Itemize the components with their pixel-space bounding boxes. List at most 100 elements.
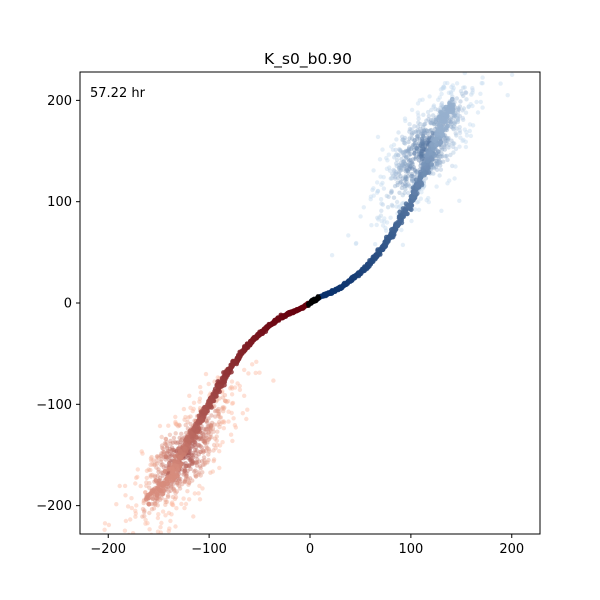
blue-point xyxy=(422,121,428,127)
red-point xyxy=(183,422,188,428)
blue-point xyxy=(404,154,409,160)
red-point xyxy=(122,483,128,489)
red-point xyxy=(166,528,171,534)
red-point xyxy=(158,459,163,464)
red-point xyxy=(201,439,206,444)
red-point xyxy=(163,497,168,503)
red-point xyxy=(158,453,163,458)
blue-point xyxy=(460,138,465,143)
red-point xyxy=(187,462,192,468)
blue-point xyxy=(407,136,412,141)
red-point xyxy=(212,436,218,441)
blue-point xyxy=(420,142,426,147)
red-point xyxy=(205,420,210,425)
blue-point xyxy=(407,164,413,169)
blue-point xyxy=(400,137,405,143)
blue-point xyxy=(461,106,467,111)
blue-point xyxy=(464,97,469,102)
red-point xyxy=(178,479,183,484)
red-point xyxy=(200,470,205,475)
red-point xyxy=(175,467,181,472)
red-point xyxy=(216,406,221,412)
blue-point xyxy=(396,153,401,158)
red-point xyxy=(181,472,186,477)
red-point xyxy=(159,443,165,448)
red-point xyxy=(198,449,203,454)
blue-point xyxy=(450,141,456,146)
blue-point xyxy=(409,127,414,132)
red-point xyxy=(174,440,179,446)
red-point xyxy=(159,520,164,526)
blue-point xyxy=(438,163,443,168)
blue-point xyxy=(427,128,432,133)
blue-point xyxy=(406,170,411,175)
blue-point xyxy=(447,100,452,106)
red-point xyxy=(190,444,195,449)
red-point xyxy=(177,483,182,489)
blue-point xyxy=(373,242,378,247)
blue-point xyxy=(375,215,380,220)
blue-point xyxy=(419,148,425,154)
blue-point xyxy=(442,144,447,149)
red-point xyxy=(152,462,157,468)
blue-point xyxy=(430,113,436,118)
red-point xyxy=(182,466,187,471)
red-point xyxy=(211,457,217,462)
red-point xyxy=(161,488,167,494)
blue-point xyxy=(404,211,409,217)
blue-point xyxy=(397,165,402,170)
blue-point xyxy=(457,198,462,203)
blue-point xyxy=(419,148,424,154)
red-point xyxy=(125,504,131,509)
blue-point xyxy=(433,117,438,123)
red-point xyxy=(190,461,195,466)
red-point xyxy=(140,451,145,456)
red-point xyxy=(222,405,227,410)
red-point xyxy=(220,395,225,400)
red-point xyxy=(177,435,182,441)
y-tick-label: −200 xyxy=(36,499,72,514)
blue-point xyxy=(447,142,452,147)
blue-point xyxy=(428,121,433,126)
red-point xyxy=(190,450,195,456)
blue-point xyxy=(439,132,445,137)
red-point xyxy=(156,455,161,460)
red-point xyxy=(229,410,234,416)
blue-point xyxy=(404,162,409,167)
red-point xyxy=(207,449,212,454)
red-point xyxy=(186,452,192,458)
blue-point xyxy=(400,159,406,164)
blue-point xyxy=(458,99,463,104)
red-point xyxy=(194,460,199,465)
blue-point xyxy=(379,201,384,206)
blue-point xyxy=(413,169,418,174)
blue-point xyxy=(422,142,428,148)
blue-point xyxy=(448,120,453,125)
blue-point xyxy=(394,161,399,166)
red-point xyxy=(149,458,154,463)
blue-point xyxy=(390,203,395,209)
red-point xyxy=(186,415,191,420)
blue-point xyxy=(400,242,406,248)
red-point xyxy=(179,482,185,487)
blue-point xyxy=(434,167,440,172)
red-point xyxy=(168,488,173,493)
blue-point xyxy=(416,207,422,212)
blue-point xyxy=(416,151,422,157)
blue-point xyxy=(409,173,414,179)
blue-point xyxy=(382,216,387,221)
red-point xyxy=(114,502,119,507)
blue-point xyxy=(409,173,414,179)
blue-point xyxy=(457,104,463,109)
blue-point xyxy=(402,161,408,166)
red-point xyxy=(215,375,220,380)
red-point xyxy=(152,461,157,467)
red-point xyxy=(167,446,173,452)
blue-point xyxy=(444,141,449,146)
blue-point xyxy=(376,217,381,222)
red-point xyxy=(159,470,164,475)
blue-point xyxy=(441,84,446,90)
blue-point xyxy=(420,156,426,162)
red-point xyxy=(197,405,203,411)
red-point xyxy=(206,457,211,463)
